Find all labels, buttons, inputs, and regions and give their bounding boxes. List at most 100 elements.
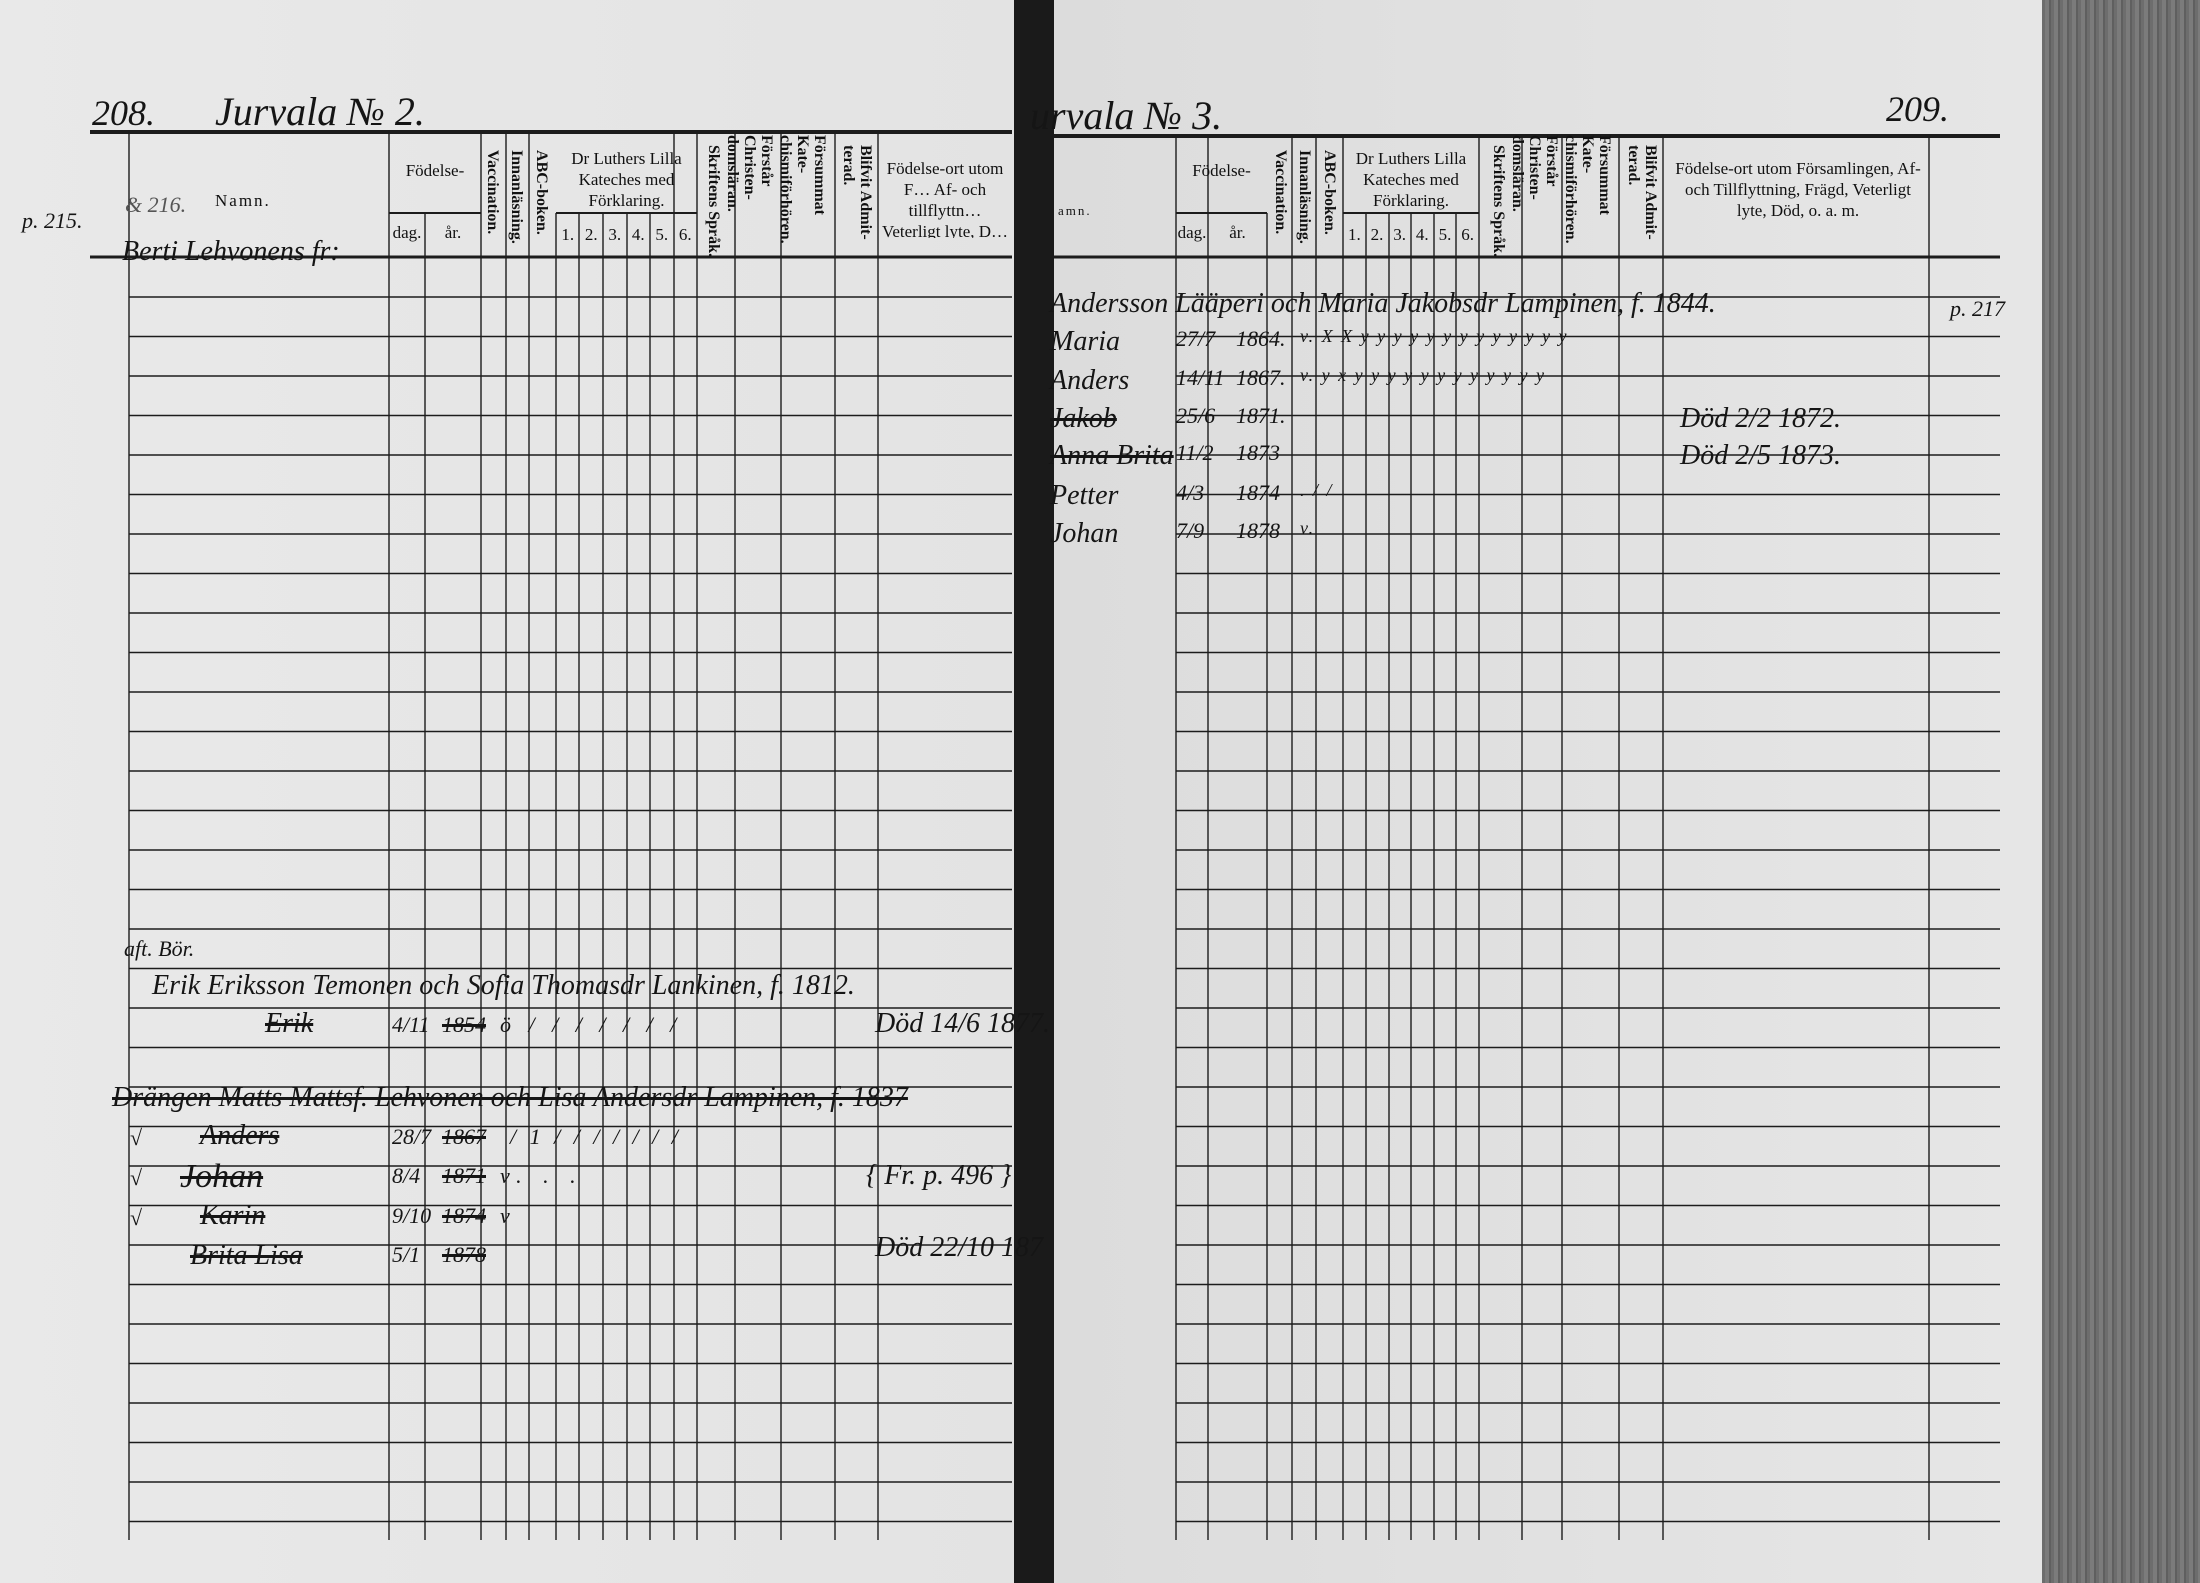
marks: v — [500, 1203, 510, 1228]
birth-day: 27/7 — [1176, 326, 1216, 351]
birth-year: 1871. — [1236, 403, 1286, 428]
birth-year: 1873 — [1236, 440, 1280, 465]
marks: v. y x y y y y y y y y y y y y — [1300, 365, 1547, 385]
luther-col: 2. — [584, 225, 598, 244]
birth-day: 8/4 — [392, 1163, 421, 1188]
col-fodelseort: Födelse-ort utom F… Af- och tillflyttn… … — [881, 159, 1009, 238]
margin-ref: p. 217 — [1950, 296, 2005, 321]
luther-subcols: 1. 2. 3. 4. 5. 6. — [556, 224, 697, 245]
col-fodelseort: Födelse-ort utom Församlingen, Af- och T… — [1675, 159, 1921, 220]
col-forsummat: Försummat Kate-chismiförhören. — [1562, 135, 1613, 244]
birth-day: 4/3 — [1176, 480, 1205, 505]
col-dag: dag. — [392, 223, 422, 242]
birth-year: 1867 — [442, 1124, 486, 1149]
birth-day: 28/7 — [392, 1124, 432, 1149]
birth-day: 25/6 — [1176, 403, 1216, 428]
person-name: Erik — [265, 1008, 314, 1039]
col-blifvit: Blifvit Admit-terad. — [840, 145, 874, 240]
check-mark: √ — [130, 1125, 143, 1150]
luther-col: 1. — [1347, 225, 1361, 244]
col-forstar: Förstår Christen-domsläran. — [1509, 135, 1560, 212]
col-forsummat: Försummat Kate-chismiförhören. — [777, 135, 828, 244]
person-name: Petter — [1050, 480, 1119, 511]
death-note: Död 14/6 1877. — [875, 1008, 1050, 1039]
household-heading: Andersson Lääperi och Maria Jakobsdr Lam… — [1050, 288, 1716, 319]
marks: / 1 / / / / / / / — [510, 1124, 682, 1149]
person-name: Anders — [200, 1120, 280, 1151]
col-abc: ABC-boken. — [1321, 150, 1338, 235]
household-prefix: aft. Bör. — [124, 936, 195, 961]
check-mark: √ — [130, 1205, 143, 1230]
marks: v. X X y y y y y y y y y y y y y — [1300, 326, 1569, 346]
col-dag: dag. — [1177, 223, 1207, 242]
col-blifvit: Blifvit Admit-terad. — [1625, 145, 1659, 240]
luther-subcols: 1. 2. 3. 4. 5. 6. — [1343, 224, 1479, 245]
person-name: Johan — [1050, 518, 1119, 549]
book-gutter — [1014, 0, 1054, 1583]
col-innanlasning: Innanläsning. — [508, 150, 525, 244]
person-name: Brita Lisa — [190, 1240, 303, 1271]
col-luther: Dr Luthers Lilla Kateches med Förklaring… — [571, 149, 682, 210]
luther-col: 6. — [678, 225, 692, 244]
col-namn: amn. — [1058, 203, 1092, 218]
birth-day: 5/1 — [392, 1242, 421, 1267]
household-heading: Berti Lehvonens fr: — [122, 236, 340, 267]
marks: ö / / / / / / / — [500, 1012, 683, 1037]
col-fodelse: Födelse- — [405, 161, 465, 180]
col-innanlasning: Innanläsning. — [1296, 150, 1313, 244]
col-namn: Namn. — [215, 191, 271, 210]
luther-col: 1. — [561, 225, 575, 244]
margin-ref: p. 215. — [22, 208, 83, 233]
birth-year: 1854 — [442, 1012, 486, 1037]
person-name: Maria — [1050, 326, 1120, 357]
marks: v. — [1300, 518, 1316, 538]
margin-ref: & 216. — [125, 192, 187, 217]
col-skriftens: Skriftens Språk. — [705, 145, 722, 258]
col-ar: år. — [1229, 223, 1246, 242]
marks: v. . . — [500, 1163, 584, 1188]
right-village-title: urvala № 3. — [1030, 93, 1223, 138]
birth-day: 11/2 — [1176, 440, 1214, 465]
luther-col: 3. — [608, 225, 622, 244]
birth-year: 1864. — [1236, 326, 1286, 351]
luther-col: 6. — [1461, 225, 1474, 244]
person-name: Karin — [200, 1200, 266, 1231]
luther-col: 5. — [655, 225, 669, 244]
check-mark: √ — [130, 1165, 143, 1190]
marks: . / / — [1300, 480, 1334, 500]
household-heading: Erik Eriksson Temonen och Sofia Thomasdr… — [152, 970, 855, 1001]
birth-day: 7/9 — [1176, 518, 1205, 543]
col-forstar: Förstår Christen-domsläran. — [724, 135, 775, 212]
person-name: Jakob — [1050, 403, 1117, 434]
death-note: Död 22/10 187 — [875, 1232, 1043, 1263]
birth-day: 4/11 — [392, 1012, 430, 1037]
left-page-number: 208. — [92, 93, 155, 133]
col-ar: år. — [444, 223, 462, 242]
page-edges — [2042, 0, 2200, 1583]
birth-day: 9/10 — [392, 1203, 432, 1228]
left-page — [0, 0, 1014, 1583]
col-vaccination: Vaccination. — [484, 150, 501, 235]
right-page — [1052, 0, 2042, 1583]
col-skriftens: Skriftens Språk. — [1490, 145, 1507, 258]
luther-col: 3. — [1393, 225, 1407, 244]
person-name: Anders — [1050, 365, 1130, 396]
col-abc: ABC-boken. — [533, 150, 550, 235]
moved-note: { Fr. p. 496 } — [866, 1160, 1012, 1191]
luther-col: 4. — [1415, 225, 1429, 244]
right-page-number: 209. — [1886, 89, 1949, 129]
birth-year: 1871 — [442, 1163, 486, 1188]
birth-day: 14/11 — [1176, 365, 1225, 390]
birth-year: 1874 — [1236, 480, 1280, 505]
luther-col: 4. — [631, 225, 645, 244]
birth-year: 1874 — [442, 1203, 486, 1228]
death-note: Död 2/5 1873. — [1680, 440, 1841, 471]
luther-col: 2. — [1370, 225, 1384, 244]
luther-col: 5. — [1438, 225, 1452, 244]
birth-year: 1867. — [1236, 365, 1286, 390]
person-name: Johan — [180, 1158, 264, 1195]
col-fodelse: Födelse- — [1192, 161, 1251, 180]
household-heading: Drängen Matts Mattsf. Lehvonen och Lisa … — [112, 1082, 908, 1113]
col-luther: Dr Luthers Lilla Kateches med Förklaring… — [1355, 149, 1467, 210]
